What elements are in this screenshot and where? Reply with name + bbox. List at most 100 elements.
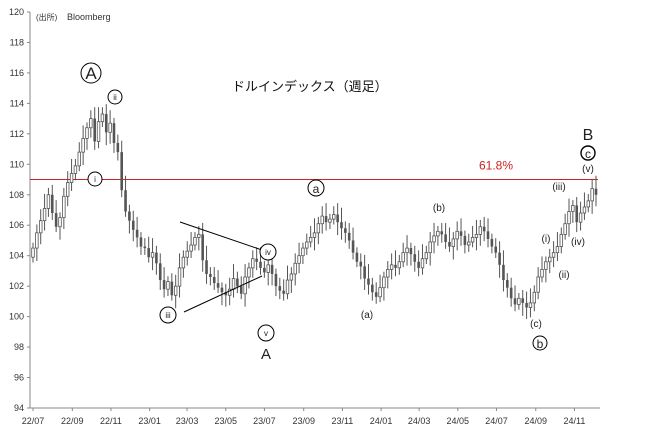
y-tick-label: 116 <box>10 68 24 78</box>
candle <box>328 213 332 230</box>
candle <box>166 276 170 297</box>
source-note: (出所) <box>36 12 58 22</box>
candle <box>332 206 336 225</box>
candle <box>177 253 182 298</box>
y-tick-label: 114 <box>10 98 24 108</box>
wave-label-iii-paren: (iii) <box>552 182 565 193</box>
candle <box>112 117 116 153</box>
x-tick-label: 24/05 <box>447 416 470 426</box>
candle <box>389 253 394 280</box>
candle <box>54 200 58 233</box>
candle <box>189 232 193 258</box>
candle <box>551 241 556 268</box>
candle <box>312 218 317 251</box>
candle <box>432 222 436 254</box>
y-tick-label: 112 <box>10 129 24 139</box>
candle <box>73 158 78 181</box>
candle <box>336 203 339 236</box>
x-tick-label: 22/09 <box>61 416 84 426</box>
x-tick-label: 24/01 <box>370 416 393 426</box>
x-tick-label: 23/11 <box>331 416 353 426</box>
wave-label-a-circled: a <box>307 179 325 197</box>
candle <box>355 247 359 268</box>
candle <box>89 110 93 138</box>
y-tick-label: 104 <box>9 251 24 261</box>
y-tick-label: 106 <box>9 220 24 230</box>
candle <box>548 248 552 274</box>
candle <box>521 289 525 316</box>
candle <box>594 175 598 207</box>
wave-label-i-paren: (i) <box>542 234 551 245</box>
candle <box>420 244 425 275</box>
candle <box>567 198 571 237</box>
candle <box>58 212 62 240</box>
wave-label-iii-circled: iii <box>159 306 177 324</box>
candle <box>478 219 483 246</box>
wave-label-b-circled: b <box>532 335 548 351</box>
candle <box>216 270 220 294</box>
candle <box>62 187 66 230</box>
candle <box>297 242 301 274</box>
candle <box>586 194 590 213</box>
candle <box>201 222 204 272</box>
candle <box>308 225 313 248</box>
candle <box>506 273 509 298</box>
candle <box>532 285 537 312</box>
candle <box>324 203 328 231</box>
triangle-lower-line <box>183 275 263 313</box>
candle <box>124 175 127 217</box>
candle <box>340 207 343 240</box>
candle <box>147 236 150 263</box>
candle <box>517 293 521 310</box>
candle <box>35 224 39 262</box>
x-tick-label: 23/03 <box>176 416 199 426</box>
wave-label-iv-paren: (iv) <box>571 237 585 248</box>
candle <box>444 222 447 249</box>
wave-label-v-circled: v <box>257 324 275 342</box>
candle <box>143 238 147 255</box>
candle <box>77 142 81 172</box>
candle <box>128 204 131 234</box>
candle <box>100 107 105 127</box>
candle <box>490 233 494 254</box>
candle <box>251 250 255 278</box>
svg-text:A: A <box>85 64 97 83</box>
candle <box>578 201 583 231</box>
source-name: Bloomberg <box>67 12 111 22</box>
candle <box>382 271 386 301</box>
candle <box>239 276 243 300</box>
candlestick-series <box>31 104 598 319</box>
candle <box>555 232 560 262</box>
candle <box>85 122 89 150</box>
svg-text:ii: ii <box>113 93 117 102</box>
candle <box>243 264 247 307</box>
candle <box>397 254 402 275</box>
retracement-label: 61.8% <box>479 159 513 173</box>
wave-label-B-major: B <box>583 127 594 144</box>
wave-label-b-paren: (b) <box>433 203 445 214</box>
candle <box>150 238 155 271</box>
candle <box>363 254 366 290</box>
candle <box>155 245 158 275</box>
wave-label-c-paren: (c) <box>530 319 542 330</box>
candle <box>278 277 282 300</box>
candle <box>93 107 96 150</box>
candle <box>197 225 201 251</box>
candle <box>470 225 475 248</box>
candle <box>544 256 548 283</box>
candle <box>227 277 232 306</box>
candle <box>39 209 43 245</box>
candle <box>440 222 444 243</box>
y-tick-label: 96 <box>14 373 24 383</box>
candle <box>359 253 363 280</box>
candle <box>46 187 51 217</box>
candle <box>263 261 266 278</box>
svg-text:i: i <box>94 175 96 184</box>
candle <box>413 245 417 272</box>
x-tick-label: 23/05 <box>214 416 237 426</box>
wave-label-ii-paren: (ii) <box>558 270 569 281</box>
candle <box>451 232 456 260</box>
wave-label-A-circled: A <box>80 62 102 84</box>
candle <box>293 253 297 286</box>
candle <box>247 262 251 289</box>
